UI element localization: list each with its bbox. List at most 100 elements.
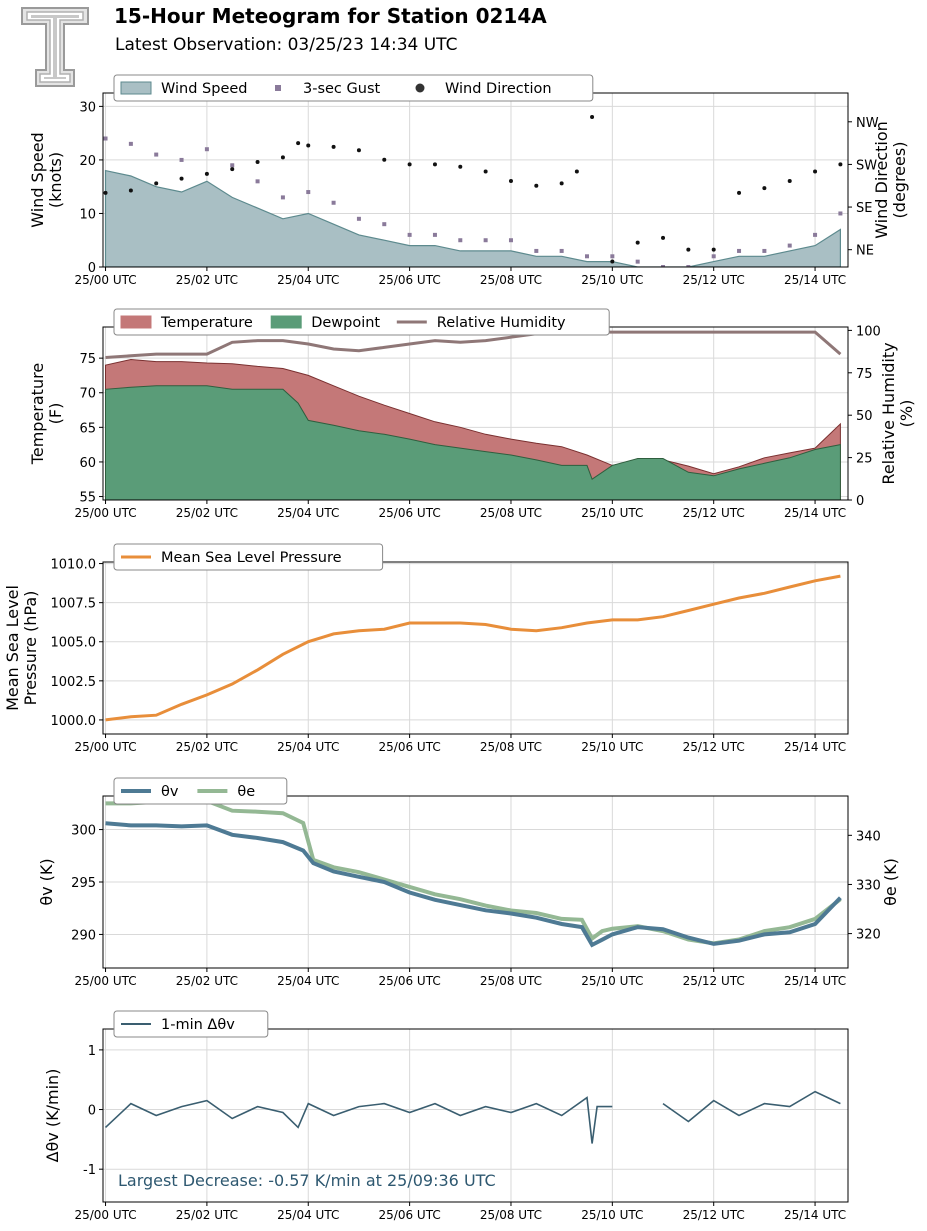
wind-direction-point [331, 144, 336, 149]
gust-point [331, 200, 336, 205]
x-tick-label: 25/06 UTC [379, 974, 441, 988]
legend-label: θe [237, 784, 255, 800]
x-tick-label: 25/08 UTC [480, 1208, 542, 1222]
x-tick-label: 25/12 UTC [683, 506, 745, 520]
wind-direction-point [813, 169, 818, 174]
gust-point [255, 179, 260, 184]
y-tick-label: -1 [83, 1163, 96, 1178]
x-tick-label: 25/08 UTC [480, 506, 542, 520]
wind-direction-point [508, 179, 513, 184]
wind-direction-point [635, 240, 640, 245]
page-subtitle: Latest Observation: 03/25/23 14:34 UTC [115, 35, 458, 55]
y-tick-label: 20 [79, 154, 96, 169]
legend-label: θv [161, 784, 179, 800]
wind-direction-point [737, 190, 742, 195]
gust-point [838, 211, 843, 216]
y-tick-label: 1 [88, 1044, 96, 1059]
x-tick-label: 25/06 UTC [379, 740, 441, 754]
y2-axis-label: Wind Direction(degrees) [872, 121, 909, 239]
y-axis-label: Mean Sea LevelPressure (hPa) [3, 585, 40, 711]
y-tick-label: 295 [71, 876, 96, 891]
legend: Mean Sea Level Pressure [113, 543, 384, 571]
x-tick-label: 25/08 UTC [480, 974, 542, 988]
wind-direction-point [838, 162, 843, 167]
gust-point [103, 136, 108, 141]
gust-point [762, 248, 767, 253]
wind-direction-point [483, 169, 488, 174]
x-tick-label: 25/02 UTC [176, 273, 238, 287]
gust-point [737, 248, 742, 253]
wind-direction-point [711, 247, 716, 252]
legend-box [113, 543, 384, 571]
x-tick-label: 25/12 UTC [683, 740, 745, 754]
y-tick-label: 1000.0 [51, 714, 97, 729]
legend-label: Wind Direction [445, 81, 552, 97]
gust-point [711, 254, 716, 259]
x-tick-label: 25/14 UTC [784, 974, 846, 988]
x-tick-label: 25/14 UTC [784, 740, 846, 754]
y2-tick-label: 75 [856, 367, 873, 382]
x-tick-label: 25/08 UTC [480, 273, 542, 287]
wind-direction-point [661, 235, 666, 240]
x-tick-label: 25/00 UTC [74, 974, 136, 988]
wind-direction-point [534, 183, 539, 188]
wind-direction-point [382, 157, 387, 162]
gust-point [635, 259, 640, 264]
x-tick-label: 25/14 UTC [784, 273, 846, 287]
y-tick-label: 1007.5 [51, 597, 97, 612]
legend-label: 3-sec Gust [303, 81, 380, 97]
legend-label: Wind Speed [161, 81, 248, 97]
wind-direction-point [407, 162, 412, 167]
y-axis-label: Δθv (K/min) [43, 1069, 62, 1163]
y-tick-label: 0 [88, 261, 96, 276]
gust-point [483, 238, 488, 243]
y-tick-label: 70 [79, 387, 96, 402]
x-tick-label: 25/00 UTC [74, 506, 136, 520]
y-tick-label: 10 [79, 207, 96, 222]
wind-direction-point [787, 179, 792, 184]
wind-direction-point [128, 188, 133, 193]
gust-point [813, 232, 818, 237]
x-tick-label: 25/02 UTC [176, 506, 238, 520]
x-tick-label: 25/04 UTC [277, 506, 339, 520]
texas-tech-logo-icon [20, 6, 90, 92]
y-tick-label: 1010.0 [51, 558, 97, 573]
x-tick-label: 25/10 UTC [581, 1208, 643, 1222]
y2-tick-label: 0 [856, 494, 864, 509]
legend-label: 1-min Δθv [161, 1017, 235, 1033]
x-tick-label: 25/10 UTC [581, 273, 643, 287]
y-tick-label: 60 [79, 456, 96, 471]
y2-tick-label: SW [856, 158, 877, 173]
y2-axis-label: θe (K) [881, 858, 900, 906]
wind-direction-point [306, 143, 311, 148]
y-tick-label: 30 [79, 100, 96, 115]
gust-point [407, 232, 412, 237]
page-title: 15-Hour Meteogram for Station 0214A [114, 4, 547, 28]
gust-point [432, 232, 437, 237]
wind-direction-point [179, 176, 184, 181]
delta-theta-line [104, 1090, 841, 1144]
gust-point [661, 265, 666, 267]
y-tick-label: 300 [71, 824, 96, 839]
x-tick-label: 25/04 UTC [277, 1208, 339, 1222]
gust-point [458, 238, 463, 243]
gust-point [534, 248, 539, 253]
x-tick-label: 25/02 UTC [176, 1208, 238, 1222]
legend: Temperature Dewpoint Relative Humidity [113, 308, 610, 336]
x-tick-label: 25/02 UTC [176, 974, 238, 988]
plot-frame [102, 795, 849, 969]
plot-frame [102, 561, 849, 735]
gust-point [787, 243, 792, 248]
x-tick-label: 25/12 UTC [683, 1208, 745, 1222]
wind-direction-point [296, 141, 301, 146]
gust-point [306, 190, 311, 195]
x-tick-label: 25/14 UTC [784, 1208, 846, 1222]
x-tick-label: 25/10 UTC [581, 740, 643, 754]
legend: 1-min Δθv [113, 1010, 269, 1038]
wind-direction-point [230, 167, 235, 172]
gust-point [686, 265, 691, 267]
y-tick-label: 0 [88, 1104, 96, 1119]
x-tick-label: 25/06 UTC [379, 273, 441, 287]
gust-point [230, 163, 235, 168]
y-axis-label: Temperature(F) [28, 363, 65, 465]
